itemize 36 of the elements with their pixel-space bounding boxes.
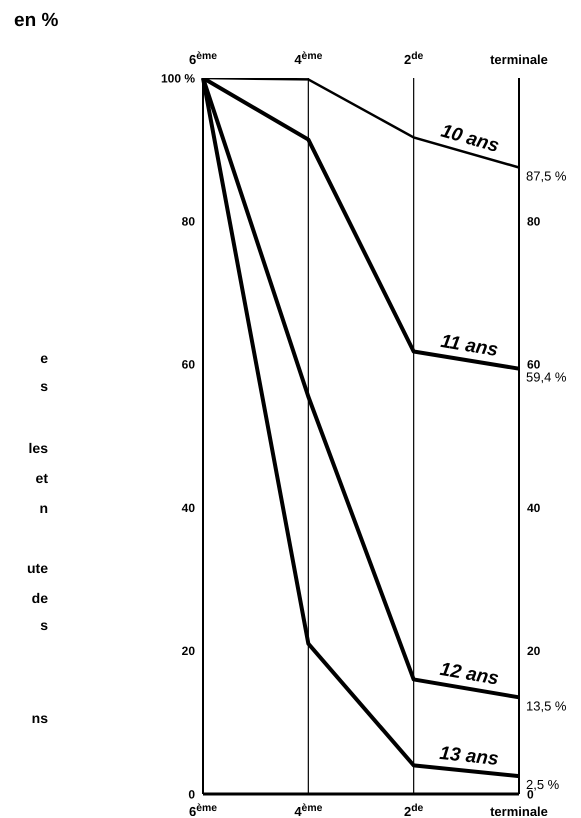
x-tick-label: 4$^{ème}$ [294,802,323,818]
text: s [40,378,48,394]
text: 10 ans [438,120,502,157]
y2-tick-label: 80 [527,214,541,228]
text: les [28,440,48,456]
data-label: 59,4 % [526,370,567,385]
text: et [36,470,48,486]
text: en % [14,10,58,32]
category-label: 6$^{ème}$ [188,50,218,67]
y-tick-label: 80 [182,214,196,228]
data-label: 13,5 % [526,698,567,714]
y2-tick-label: 60 [527,358,541,372]
text: ute [27,560,48,576]
text: 13 ans [438,743,500,770]
data-label: 2,5 % [526,777,560,792]
category-label: 2$^{de}$ [404,50,424,67]
x-tick-label: terminale [490,804,548,818]
y-tick-label: 60 [182,358,196,372]
text: ns [32,710,48,726]
y-tick-label: 0 [188,787,196,802]
text: e [40,350,48,366]
text: n [39,500,48,516]
y2-tick-label: 40 [527,500,541,515]
x-tick-label: 6$^{ème}$ [188,802,218,818]
y-tick-label: 20 [182,644,196,658]
text: de [32,590,48,606]
data-label: 87,5 % [526,168,567,184]
text: s [40,617,48,633]
category-label: terminale [490,52,548,67]
y-tick-label: 40 [182,500,196,515]
y-tick-label: 100 % [160,71,196,86]
category-label: 4$^{ème}$ [294,50,322,67]
text: 11 ans [439,331,500,362]
x-tick-label: 2$^{de}$ [404,802,424,818]
y2-tick-label: 20 [527,644,541,658]
text: 12 ans [438,659,500,690]
